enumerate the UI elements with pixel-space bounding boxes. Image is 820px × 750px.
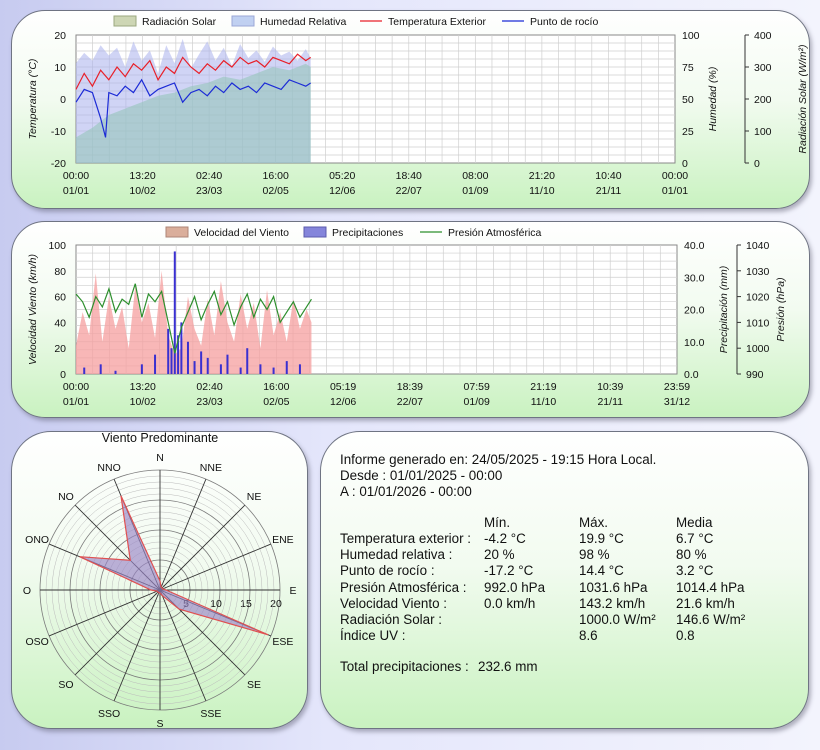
report-label: Humedad relativa : — [340, 547, 453, 563]
report-max: 143.2 km/h — [579, 595, 646, 611]
report-col-avg: Media — [676, 515, 713, 530]
report-min: 992.0 hPa — [484, 579, 546, 595]
panel-wind-rain-pressure — [11, 221, 810, 418]
report-max: 19.9 °C — [579, 531, 624, 546]
report-avg: 21.6 km/h — [676, 595, 735, 611]
report-total-value: 232.6 mm — [478, 659, 538, 674]
report-min: 0.0 km/h — [484, 595, 536, 611]
report-avg: 6.7 °C — [676, 531, 714, 546]
report-to: A : 01/01/2026 - 00:00 — [340, 484, 472, 499]
report-label: Índice UV : — [340, 628, 406, 644]
report-avg: 0.8 — [676, 628, 695, 644]
report-min: 20 % — [484, 547, 515, 563]
panel-wind-rose — [11, 431, 308, 729]
report-min: -4.2 °C — [484, 531, 526, 546]
report-avg: 80 % — [676, 547, 707, 563]
report-avg: 1014.4 hPa — [676, 579, 745, 595]
report-col-max: Máx. — [579, 515, 609, 530]
report-label: Presión Atmosférica : — [340, 579, 467, 595]
report-max: 1031.6 hPa — [579, 579, 648, 595]
report-total-label: Total precipitaciones : — [340, 659, 469, 674]
report-max: 14.4 °C — [579, 563, 624, 579]
report-label: Punto de rocío : — [340, 563, 435, 579]
report-avg: 146.6 W/m² — [676, 612, 746, 627]
report-label: Velocidad Viento : — [340, 595, 447, 611]
report-col-min: Mín. — [484, 515, 511, 530]
panel-temperature-humidity — [11, 10, 810, 209]
report-label: Radiación Solar : — [340, 612, 442, 627]
report-max: 1000.0 W/m² — [579, 612, 656, 627]
report-from: Desde : 01/01/2025 - 00:00 — [340, 468, 503, 483]
report-max: 8.6 — [579, 628, 598, 644]
report-min: -17.2 °C — [484, 563, 534, 579]
report-avg: 3.2 °C — [676, 563, 714, 579]
report-max: 98 % — [579, 547, 610, 563]
report-generated: Informe generado en: 24/05/2025 - 19:15 … — [340, 452, 657, 467]
report-label: Temperatura exterior : — [340, 531, 471, 546]
panel-report: Informe generado en: 24/05/2025 - 19:15 … — [320, 431, 809, 729]
